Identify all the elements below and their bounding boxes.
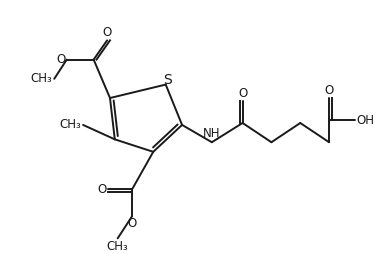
Text: O: O [98,183,107,196]
Text: CH₃: CH₃ [59,118,81,131]
Text: O: O [238,87,247,100]
Text: OH: OH [356,114,374,126]
Text: CH₃: CH₃ [107,240,128,253]
Text: O: O [127,217,137,230]
Text: S: S [163,73,172,87]
Text: NH: NH [203,127,221,140]
Text: O: O [325,84,334,97]
Text: O: O [57,53,66,66]
Text: O: O [103,26,112,39]
Text: CH₃: CH₃ [30,72,52,85]
